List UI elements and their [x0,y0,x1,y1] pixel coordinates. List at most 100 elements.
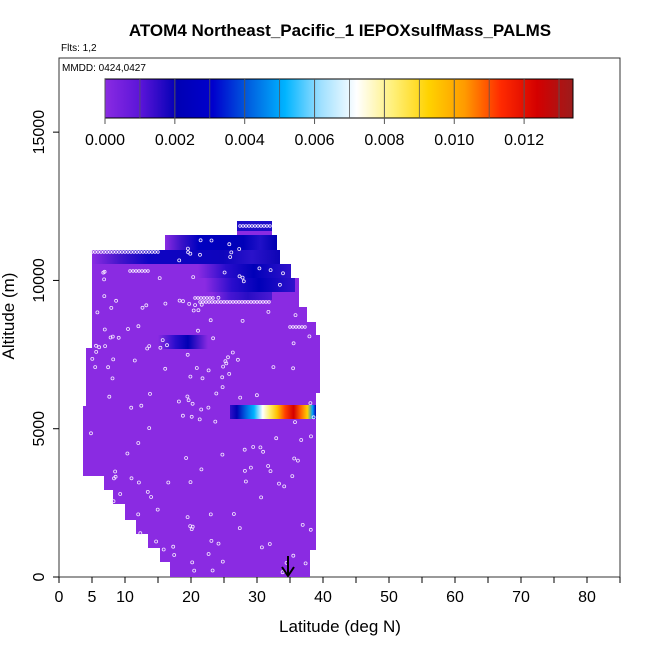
sample-point [106,365,110,370]
colorbar-tick-label: 0.006 [295,132,335,149]
top-strip [237,221,272,231]
sample-point [251,445,256,449]
sample-point [108,335,113,340]
sample-point [209,238,214,243]
mid-band-2 [205,278,295,292]
sample-point [200,376,205,381]
sample-point [242,468,247,473]
x-tick-label: 60 [446,589,464,606]
sample-points [89,224,316,575]
sample-point [186,398,191,403]
y-tick-label: 10000 [31,258,48,303]
sample-point [136,480,141,485]
sample-point [206,552,211,556]
sample-point [248,465,253,470]
sample-point [196,308,201,313]
colorbar-tick-label: 0.004 [225,132,265,149]
sample-point [138,531,143,536]
sample-point [111,357,116,362]
sample-point [90,356,95,361]
data-region [83,221,320,577]
sample-point [95,310,100,315]
sample-point [97,345,101,350]
sample-point [192,568,197,573]
sample-point [211,336,216,341]
sample-point [242,447,247,452]
x-tick-label: 40 [314,589,332,606]
track-point [253,224,257,228]
track-point [123,250,127,254]
sample-point [198,252,202,257]
mid-band-1 [198,264,291,278]
sample-point [114,298,118,303]
sample-point [291,366,296,371]
sample-point [268,469,273,474]
sample-point [144,303,149,308]
sample-point [300,523,305,527]
sample-point [140,305,145,310]
sample-point [198,238,203,243]
sample-point [185,246,190,251]
track-point [255,300,259,304]
colorbar-ticks: 0.000 0.002 0.004 0.006 0.008 0.010 0.012 [85,79,560,149]
chart-title: ATOM4 Northeast_Pacific_1 IEPOXsulfMass_… [129,21,551,40]
sample-point [113,474,118,479]
sample-point [126,327,130,331]
sample-point [110,376,115,381]
track-point [146,269,150,273]
sample-point [102,294,107,299]
sample-point [230,350,235,355]
sample-point [147,426,152,431]
sample-point [240,275,245,280]
x-axis-title: Latitude (deg N) [279,617,401,636]
sample-point [109,305,114,310]
sample-point [259,495,264,500]
sample-point [93,365,98,370]
sample-point [101,270,106,275]
sample-point [307,334,312,339]
x-tick-label: 20 [182,589,200,606]
sample-point [237,526,242,530]
sample-point [188,374,193,379]
sample-point [274,436,279,441]
sample-point [166,480,171,485]
sample-point [220,375,225,380]
track-point [90,250,94,254]
sample-point [224,361,229,366]
sample-point [185,515,190,519]
sample-point [194,366,199,370]
sample-point [196,328,200,333]
sample-point [199,467,204,472]
sample-point [199,302,204,307]
sample-point [280,570,285,575]
sample-point [187,301,192,306]
sample-point [177,258,182,263]
sample-point [220,385,225,390]
track-point [267,300,271,304]
x-tick-label: 50 [380,589,398,606]
sample-point [110,334,115,339]
sample-point [266,309,271,314]
sample-point [190,524,195,529]
colorbar-tick-label: 0.002 [155,132,195,149]
track-point [99,250,103,254]
sample-point [293,313,298,318]
sample-point [94,343,98,348]
sample-point [261,449,266,454]
x-tick-label: 10 [116,589,134,606]
sample-point [199,407,204,412]
sample-point [226,355,230,360]
sample-point [145,346,150,351]
mid-band-3 [212,292,272,300]
sample-point [243,479,248,484]
hot-band [230,405,316,419]
sample-point [291,341,296,346]
sample-point [311,415,316,420]
sample-point [216,541,221,546]
track-point [105,250,109,254]
sample-point [132,358,137,363]
colorbar-tick-label: 0.010 [434,132,474,149]
sample-point [223,359,228,364]
sample-point [241,279,246,284]
